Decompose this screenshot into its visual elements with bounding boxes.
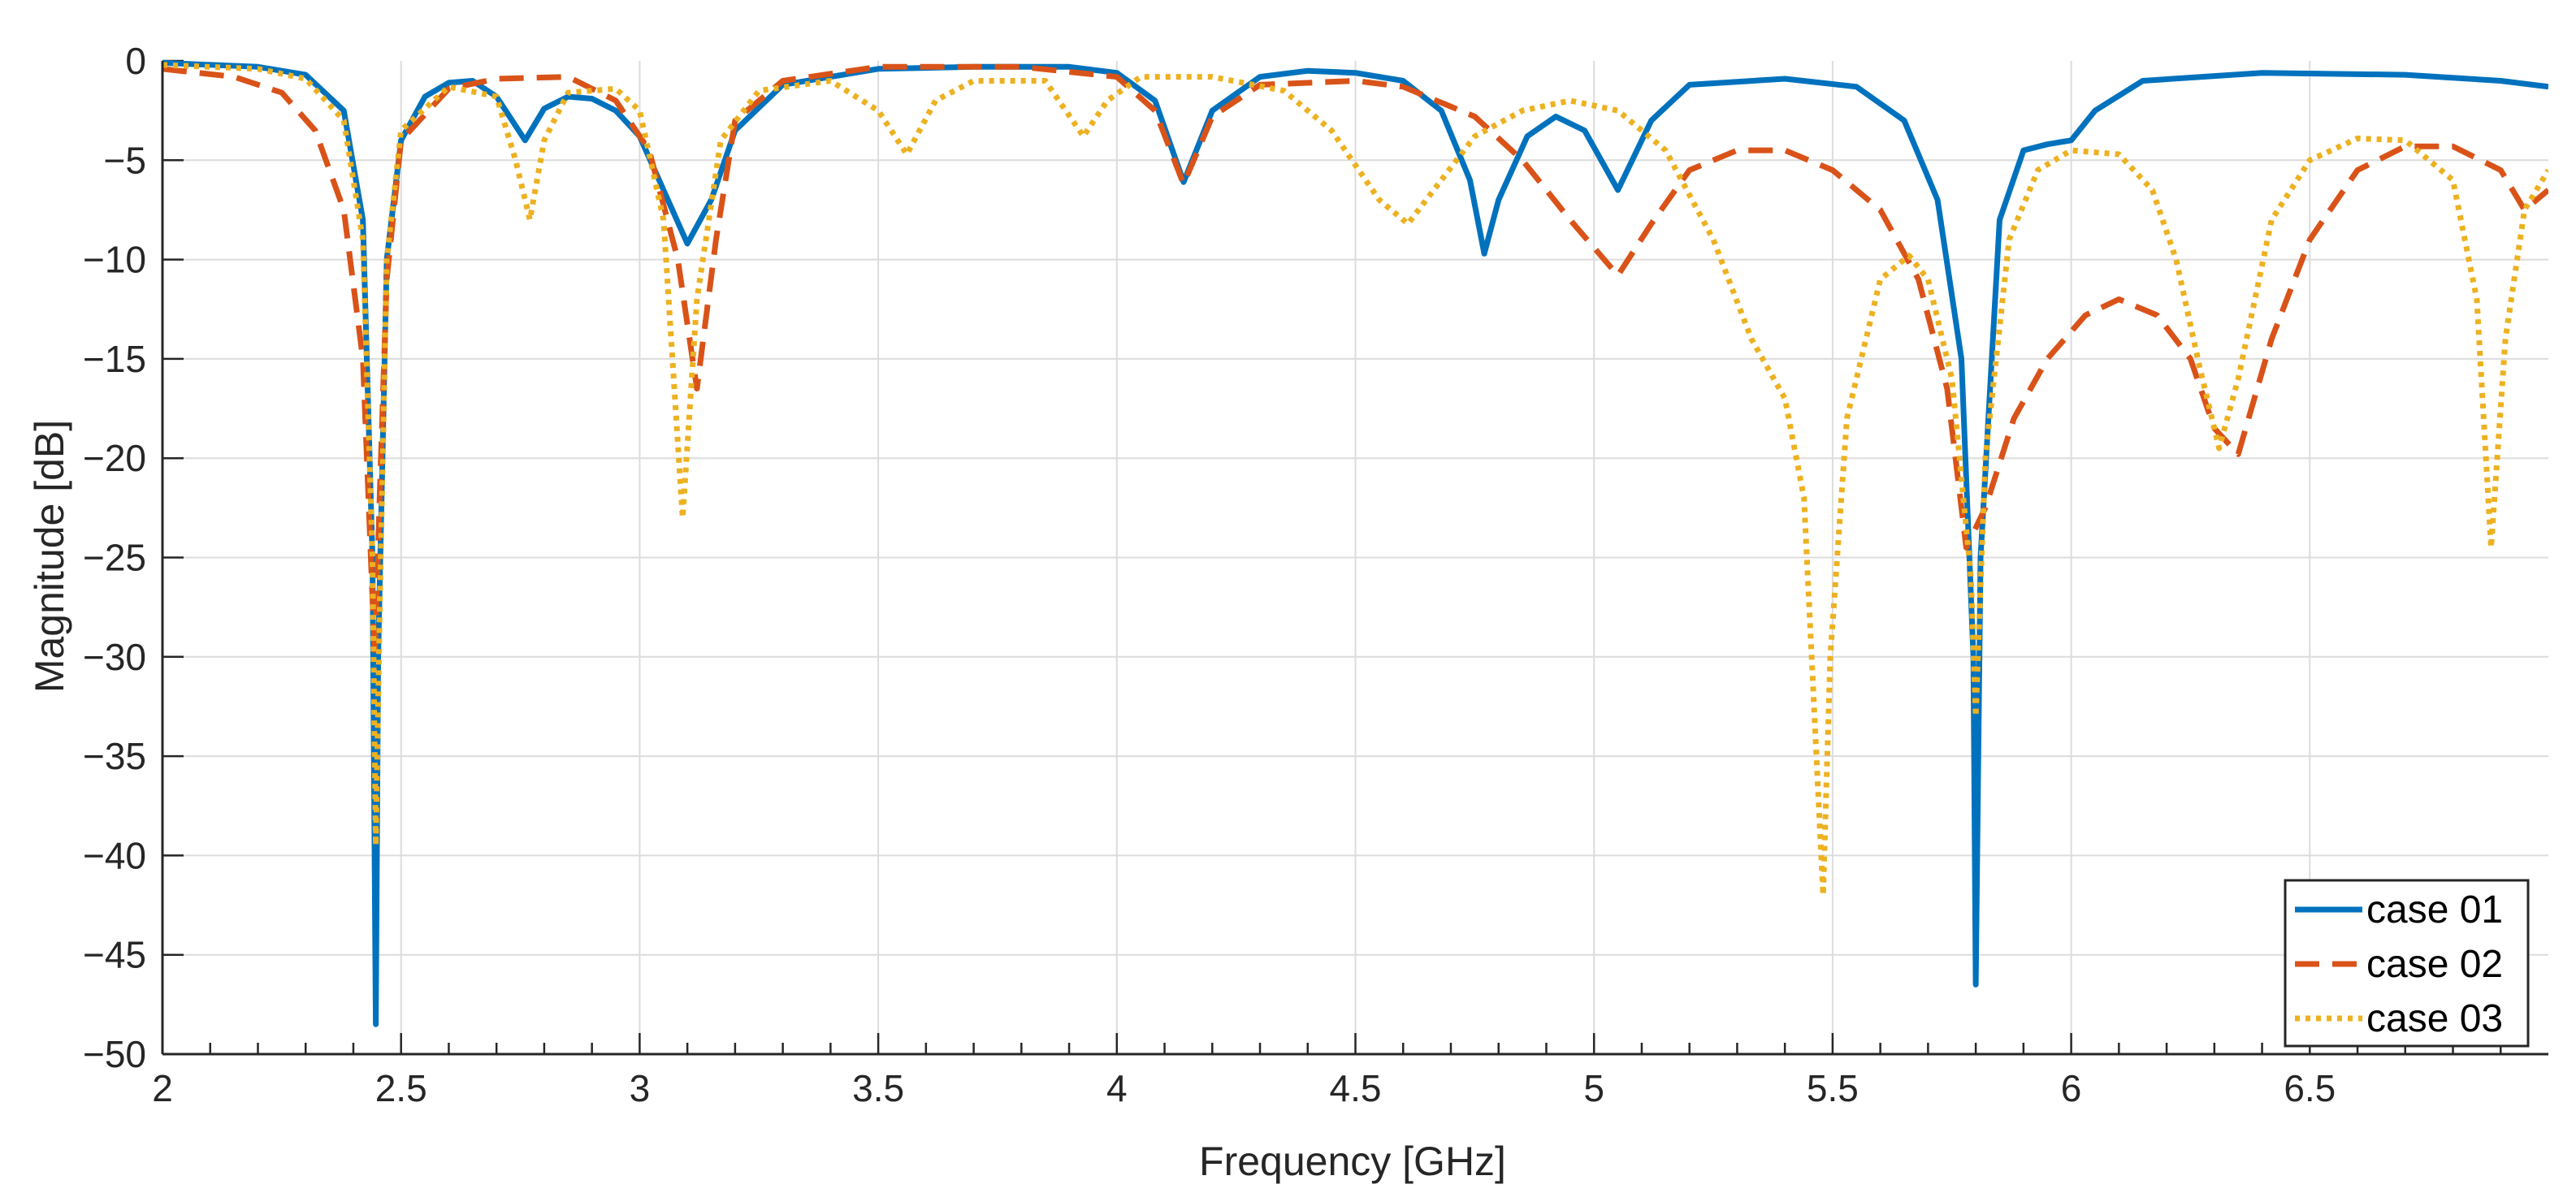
legend-label: case 01 bbox=[2366, 888, 2503, 931]
x-tick-label: 5 bbox=[1583, 1067, 1604, 1109]
series-line-case-03 bbox=[162, 62, 2548, 898]
legend-label: case 02 bbox=[2366, 943, 2503, 986]
series-line-case-01 bbox=[162, 59, 2548, 1027]
x-tick-labels: 2 2.5 3 3.5 4 4.5 5 5.5 6 6.5 bbox=[152, 1067, 2336, 1109]
series-layer bbox=[162, 59, 2548, 1027]
y-tick-label: −45 bbox=[83, 934, 146, 976]
x-tick-label: 2.5 bbox=[375, 1067, 427, 1109]
y-tick-label: 0 bbox=[125, 40, 146, 82]
minor-ticks bbox=[162, 59, 2502, 1056]
axes-frame bbox=[161, 61, 2548, 1056]
y-tick-label: −30 bbox=[83, 636, 146, 678]
x-tick-label: 4 bbox=[1106, 1067, 1128, 1109]
y-tick-label: −35 bbox=[83, 735, 146, 777]
x-tick-label: 2 bbox=[152, 1067, 173, 1109]
y-tick-label: −50 bbox=[83, 1033, 146, 1075]
y-tick-label: −10 bbox=[83, 239, 146, 281]
y-tick-labels: 0 −5 −10 −15 −20 −25 −30 −35 −40 −45 −50 bbox=[83, 40, 146, 1075]
series-line-case-02 bbox=[162, 63, 2548, 660]
x-tick-label: 3.5 bbox=[852, 1067, 904, 1109]
grid bbox=[162, 61, 2548, 1054]
x-tick-label: 6 bbox=[2061, 1067, 2082, 1109]
legend-label: case 03 bbox=[2366, 997, 2503, 1040]
y-tick-label: −25 bbox=[83, 537, 146, 579]
legend: case 01 case 02 case 03 bbox=[2284, 879, 2530, 1048]
y-tick-label: −20 bbox=[83, 437, 146, 479]
y-tick-label: −40 bbox=[83, 834, 146, 876]
y-tick-label: −5 bbox=[104, 139, 146, 181]
x-axis-title: Frequency [GHz] bbox=[1199, 1139, 1506, 1184]
x-tick-label: 3 bbox=[630, 1067, 651, 1109]
x-tick-label: 4.5 bbox=[1330, 1067, 1382, 1109]
y-axis-title: Magnitude [dB] bbox=[27, 420, 72, 693]
x-tick-label: 6.5 bbox=[2284, 1067, 2336, 1109]
x-tick-label: 5.5 bbox=[1807, 1067, 1859, 1109]
y-tick-label: −15 bbox=[83, 338, 146, 380]
